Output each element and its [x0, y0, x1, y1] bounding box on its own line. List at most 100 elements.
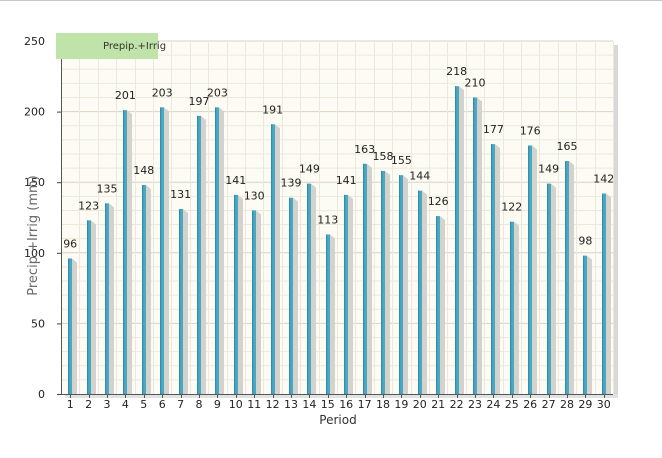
bar[interactable]: [473, 97, 477, 394]
y-tick-label: 100: [24, 247, 45, 260]
x-tick-label: 12: [266, 398, 280, 411]
bar-shadow: [569, 161, 574, 394]
bar-shadow: [514, 221, 519, 394]
legend-swatch: [56, 33, 158, 59]
bar[interactable]: [381, 170, 385, 394]
bar[interactable]: [215, 107, 219, 394]
y-tick-label: 200: [24, 106, 45, 119]
x-tick-label: 5: [140, 398, 147, 411]
bar-shadow: [551, 183, 556, 394]
bar-shadow: [219, 107, 224, 394]
x-tick-label: 19: [394, 398, 408, 411]
data-label: 141: [225, 174, 246, 187]
x-tick-label: 29: [578, 398, 592, 411]
bar-edge: [381, 170, 383, 394]
bar-edge: [473, 97, 475, 394]
data-label: 122: [501, 201, 522, 214]
bar-shadow: [72, 258, 77, 394]
data-label: 203: [207, 86, 228, 99]
data-label: 163: [354, 143, 375, 156]
x-tick-label: 22: [450, 398, 464, 411]
bar-edge: [142, 185, 144, 394]
bar[interactable]: [123, 110, 127, 395]
bar-edge: [215, 107, 217, 394]
bar-shadow: [440, 216, 445, 394]
x-tick-label: 20: [413, 398, 427, 411]
bar[interactable]: [583, 255, 587, 394]
y-axis-title: Precip.+Irrig (mm): [26, 175, 41, 295]
bar-edge: [68, 258, 70, 394]
bar-shadow: [293, 197, 298, 394]
bar-edge: [491, 144, 493, 394]
bar-shadow: [91, 220, 96, 394]
bar-edge: [271, 124, 273, 395]
bar-edge: [565, 161, 567, 394]
bar[interactable]: [528, 145, 532, 394]
bar[interactable]: [363, 163, 367, 394]
bar[interactable]: [418, 190, 422, 394]
bar[interactable]: [289, 197, 293, 394]
bar[interactable]: [87, 220, 91, 394]
legend[interactable]: Prepip.+Irrig: [56, 33, 166, 59]
bar[interactable]: [602, 193, 606, 394]
data-label: 126: [428, 195, 449, 208]
bar-shadow: [183, 209, 188, 394]
bar[interactable]: [399, 175, 403, 394]
x-tick-label: 15: [321, 398, 335, 411]
data-label: 155: [391, 154, 412, 167]
bar[interactable]: [344, 194, 348, 394]
bar-edge: [179, 209, 181, 394]
legend-label: Prepip.+Irrig: [103, 41, 166, 52]
bar-series: [68, 86, 611, 395]
x-tick-label: 23: [468, 398, 482, 411]
bar-edge: [105, 203, 107, 394]
bar-shadow: [532, 145, 537, 394]
x-tick-label: 28: [560, 398, 574, 411]
bar[interactable]: [547, 183, 551, 394]
bar-edge: [363, 163, 365, 394]
x-axis-ticks: 1 2 3 4 5 6 7 8 9 10 11 12 13 14 15 16 17 18 19 20 21 22 23 24 2…: [67, 394, 611, 411]
bar[interactable]: [68, 258, 72, 394]
x-tick-label: 3: [104, 398, 111, 411]
bar[interactable]: [197, 115, 201, 394]
bar[interactable]: [179, 209, 183, 394]
bar-shadow: [164, 107, 169, 394]
bar[interactable]: [455, 86, 459, 395]
bar[interactable]: [307, 183, 311, 394]
bar-shadow: [495, 144, 500, 394]
bar[interactable]: [326, 234, 330, 394]
x-tick-label: 7: [177, 398, 184, 411]
data-label: 130: [244, 189, 265, 202]
x-tick-label: 17: [358, 398, 372, 411]
bar-edge: [234, 194, 236, 394]
data-label: 144: [409, 170, 430, 183]
x-tick-label: 13: [284, 398, 298, 411]
plot-shadow-right: [613, 45, 618, 398]
bar[interactable]: [436, 216, 440, 394]
bar[interactable]: [142, 185, 146, 394]
bar[interactable]: [565, 161, 569, 394]
x-tick-label: 10: [229, 398, 243, 411]
data-label: 176: [520, 124, 541, 137]
data-label: 113: [317, 213, 338, 226]
x-tick-label: 11: [247, 398, 261, 411]
bar-shadow: [330, 234, 335, 394]
data-label: 96: [63, 237, 77, 250]
bar[interactable]: [271, 124, 275, 395]
x-tick-label: 25: [505, 398, 519, 411]
bar-shadow: [367, 163, 372, 394]
bar[interactable]: [252, 210, 256, 394]
bar-shadow: [238, 194, 243, 394]
bar-shadow: [348, 194, 353, 394]
bar[interactable]: [234, 194, 238, 394]
bar[interactable]: [510, 221, 514, 394]
bar[interactable]: [105, 203, 109, 394]
bar[interactable]: [491, 144, 495, 394]
bar-edge: [289, 197, 291, 394]
y-tick-label: 150: [24, 176, 45, 189]
bar[interactable]: [160, 107, 164, 394]
window-top-border: [0, 0, 662, 1]
bar-edge: [510, 221, 512, 394]
x-tick-label: 16: [339, 398, 353, 411]
